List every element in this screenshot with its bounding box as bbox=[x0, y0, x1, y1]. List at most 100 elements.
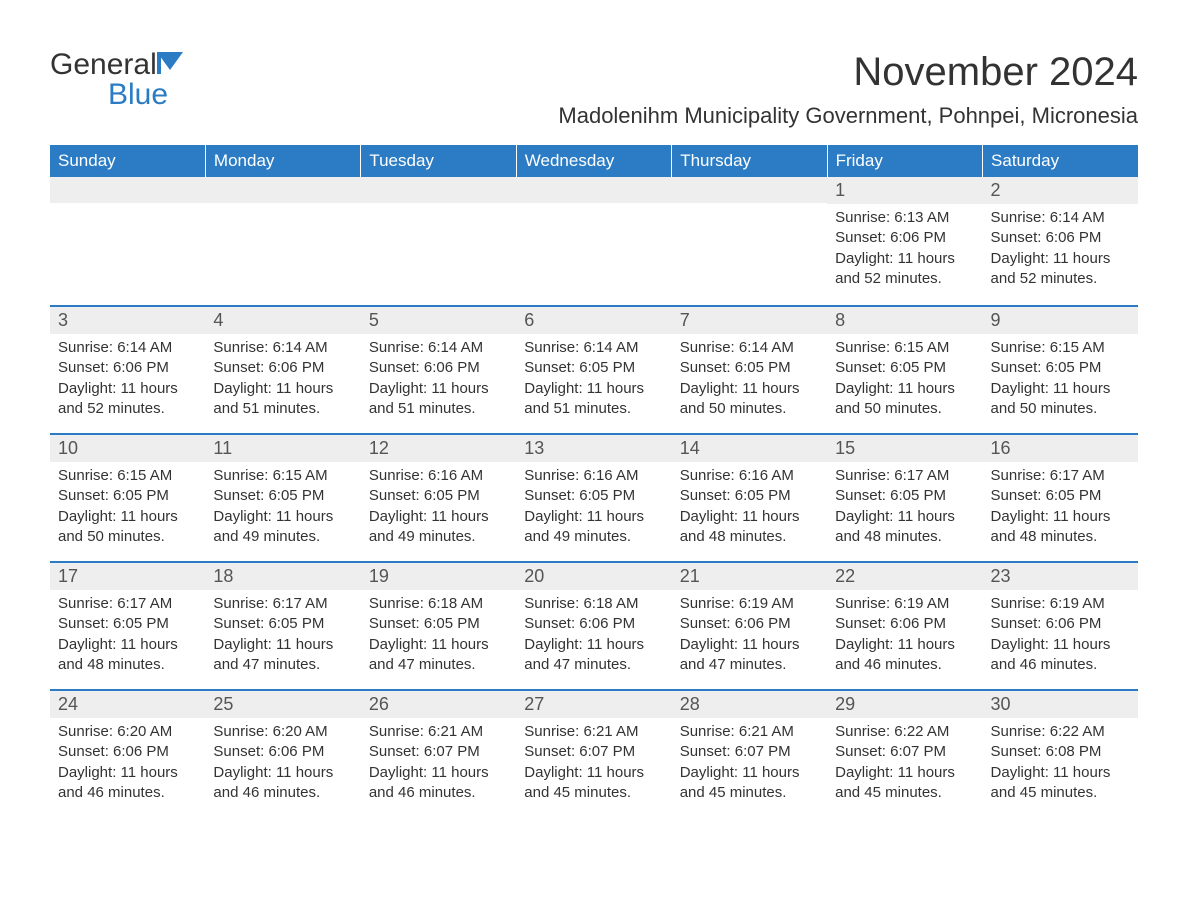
sunset-text: Sunset: 6:05 PM bbox=[524, 486, 663, 506]
brand-logo: General Blue bbox=[50, 50, 183, 110]
sunrise-text: Sunrise: 6:16 AM bbox=[524, 466, 663, 486]
sunset-text: Sunset: 6:05 PM bbox=[991, 486, 1130, 506]
location-subtitle: Madolenihm Municipality Government, Pohn… bbox=[558, 103, 1138, 129]
day-details: Sunrise: 6:21 AMSunset: 6:07 PMDaylight:… bbox=[516, 718, 671, 809]
month-title: November 2024 bbox=[558, 50, 1138, 95]
sunrise-text: Sunrise: 6:22 AM bbox=[991, 722, 1130, 742]
day-number: 1 bbox=[827, 177, 982, 204]
day-number: 28 bbox=[672, 689, 827, 718]
daylight-text: Daylight: 11 hours and 46 minutes. bbox=[369, 763, 508, 804]
day-number: 23 bbox=[983, 561, 1138, 590]
daylight-text: Daylight: 11 hours and 45 minutes. bbox=[680, 763, 819, 804]
calendar-week-row: 17Sunrise: 6:17 AMSunset: 6:05 PMDayligh… bbox=[50, 561, 1138, 689]
sunrise-text: Sunrise: 6:17 AM bbox=[835, 466, 974, 486]
title-block: November 2024 Madolenihm Municipality Go… bbox=[558, 50, 1138, 141]
daylight-text: Daylight: 11 hours and 50 minutes. bbox=[835, 379, 974, 420]
sunrise-text: Sunrise: 6:14 AM bbox=[680, 338, 819, 358]
sunset-text: Sunset: 6:05 PM bbox=[369, 486, 508, 506]
daylight-text: Daylight: 11 hours and 49 minutes. bbox=[524, 507, 663, 548]
calendar-cell: 23Sunrise: 6:19 AMSunset: 6:06 PMDayligh… bbox=[983, 561, 1138, 689]
calendar-cell: 1Sunrise: 6:13 AMSunset: 6:06 PMDaylight… bbox=[827, 177, 982, 305]
brand-name-1: General bbox=[50, 48, 157, 81]
calendar-cell: 18Sunrise: 6:17 AMSunset: 6:05 PMDayligh… bbox=[205, 561, 360, 689]
day-details: Sunrise: 6:22 AMSunset: 6:08 PMDaylight:… bbox=[983, 718, 1138, 809]
daylight-text: Daylight: 11 hours and 46 minutes. bbox=[991, 635, 1130, 676]
page-header: General Blue November 2024 Madolenihm Mu… bbox=[50, 50, 1138, 141]
day-number: 16 bbox=[983, 433, 1138, 462]
daylight-text: Daylight: 11 hours and 49 minutes. bbox=[369, 507, 508, 548]
day-number-empty bbox=[672, 177, 827, 203]
sunset-text: Sunset: 6:05 PM bbox=[991, 358, 1130, 378]
sunrise-text: Sunrise: 6:19 AM bbox=[991, 594, 1130, 614]
daylight-text: Daylight: 11 hours and 48 minutes. bbox=[991, 507, 1130, 548]
daylight-text: Daylight: 11 hours and 47 minutes. bbox=[524, 635, 663, 676]
calendar-cell bbox=[50, 177, 205, 305]
day-details: Sunrise: 6:19 AMSunset: 6:06 PMDaylight:… bbox=[672, 590, 827, 681]
daylight-text: Daylight: 11 hours and 45 minutes. bbox=[524, 763, 663, 804]
daylight-text: Daylight: 11 hours and 48 minutes. bbox=[58, 635, 197, 676]
weekday-header: Tuesday bbox=[361, 145, 516, 177]
calendar-table: SundayMondayTuesdayWednesdayThursdayFrid… bbox=[50, 145, 1138, 817]
day-number: 10 bbox=[50, 433, 205, 462]
day-details: Sunrise: 6:14 AMSunset: 6:05 PMDaylight:… bbox=[516, 334, 671, 425]
weekday-header: Thursday bbox=[672, 145, 827, 177]
calendar-cell: 2Sunrise: 6:14 AMSunset: 6:06 PMDaylight… bbox=[983, 177, 1138, 305]
day-details: Sunrise: 6:16 AMSunset: 6:05 PMDaylight:… bbox=[672, 462, 827, 553]
day-details: Sunrise: 6:14 AMSunset: 6:06 PMDaylight:… bbox=[205, 334, 360, 425]
sunrise-text: Sunrise: 6:14 AM bbox=[524, 338, 663, 358]
day-details: Sunrise: 6:15 AMSunset: 6:05 PMDaylight:… bbox=[50, 462, 205, 553]
day-number-empty bbox=[205, 177, 360, 203]
sunrise-text: Sunrise: 6:15 AM bbox=[58, 466, 197, 486]
sunrise-text: Sunrise: 6:15 AM bbox=[213, 466, 352, 486]
day-number: 5 bbox=[361, 305, 516, 334]
sunset-text: Sunset: 6:06 PM bbox=[835, 228, 974, 248]
sunrise-text: Sunrise: 6:13 AM bbox=[835, 208, 974, 228]
calendar-week-row: 3Sunrise: 6:14 AMSunset: 6:06 PMDaylight… bbox=[50, 305, 1138, 433]
day-details: Sunrise: 6:15 AMSunset: 6:05 PMDaylight:… bbox=[827, 334, 982, 425]
daylight-text: Daylight: 11 hours and 47 minutes. bbox=[369, 635, 508, 676]
day-number: 25 bbox=[205, 689, 360, 718]
day-number-empty bbox=[361, 177, 516, 203]
sunrise-text: Sunrise: 6:18 AM bbox=[524, 594, 663, 614]
day-details: Sunrise: 6:13 AMSunset: 6:06 PMDaylight:… bbox=[827, 204, 982, 295]
sunset-text: Sunset: 6:06 PM bbox=[213, 742, 352, 762]
daylight-text: Daylight: 11 hours and 47 minutes. bbox=[213, 635, 352, 676]
sunset-text: Sunset: 6:05 PM bbox=[58, 614, 197, 634]
sunrise-text: Sunrise: 6:21 AM bbox=[680, 722, 819, 742]
sunset-text: Sunset: 6:05 PM bbox=[213, 614, 352, 634]
day-details: Sunrise: 6:17 AMSunset: 6:05 PMDaylight:… bbox=[205, 590, 360, 681]
calendar-cell: 4Sunrise: 6:14 AMSunset: 6:06 PMDaylight… bbox=[205, 305, 360, 433]
daylight-text: Daylight: 11 hours and 51 minutes. bbox=[524, 379, 663, 420]
daylight-text: Daylight: 11 hours and 51 minutes. bbox=[369, 379, 508, 420]
sunset-text: Sunset: 6:08 PM bbox=[991, 742, 1130, 762]
day-number: 22 bbox=[827, 561, 982, 590]
day-details: Sunrise: 6:14 AMSunset: 6:06 PMDaylight:… bbox=[50, 334, 205, 425]
sunset-text: Sunset: 6:06 PM bbox=[991, 228, 1130, 248]
day-number: 26 bbox=[361, 689, 516, 718]
day-number: 27 bbox=[516, 689, 671, 718]
calendar-cell: 11Sunrise: 6:15 AMSunset: 6:05 PMDayligh… bbox=[205, 433, 360, 561]
day-details: Sunrise: 6:14 AMSunset: 6:06 PMDaylight:… bbox=[361, 334, 516, 425]
sunrise-text: Sunrise: 6:21 AM bbox=[524, 722, 663, 742]
daylight-text: Daylight: 11 hours and 45 minutes. bbox=[991, 763, 1130, 804]
day-number: 13 bbox=[516, 433, 671, 462]
day-number: 14 bbox=[672, 433, 827, 462]
sunrise-text: Sunrise: 6:22 AM bbox=[835, 722, 974, 742]
sunrise-text: Sunrise: 6:19 AM bbox=[835, 594, 974, 614]
day-number: 3 bbox=[50, 305, 205, 334]
calendar-cell: 24Sunrise: 6:20 AMSunset: 6:06 PMDayligh… bbox=[50, 689, 205, 817]
calendar-cell: 5Sunrise: 6:14 AMSunset: 6:06 PMDaylight… bbox=[361, 305, 516, 433]
calendar-cell: 22Sunrise: 6:19 AMSunset: 6:06 PMDayligh… bbox=[827, 561, 982, 689]
calendar-cell: 10Sunrise: 6:15 AMSunset: 6:05 PMDayligh… bbox=[50, 433, 205, 561]
day-number: 2 bbox=[983, 177, 1138, 204]
sunrise-text: Sunrise: 6:17 AM bbox=[991, 466, 1130, 486]
calendar-header-row: SundayMondayTuesdayWednesdayThursdayFrid… bbox=[50, 145, 1138, 177]
calendar-cell: 17Sunrise: 6:17 AMSunset: 6:05 PMDayligh… bbox=[50, 561, 205, 689]
sunrise-text: Sunrise: 6:20 AM bbox=[58, 722, 197, 742]
day-details: Sunrise: 6:17 AMSunset: 6:05 PMDaylight:… bbox=[983, 462, 1138, 553]
sunset-text: Sunset: 6:06 PM bbox=[524, 614, 663, 634]
day-details: Sunrise: 6:16 AMSunset: 6:05 PMDaylight:… bbox=[516, 462, 671, 553]
calendar-week-row: 1Sunrise: 6:13 AMSunset: 6:06 PMDaylight… bbox=[50, 177, 1138, 305]
sunrise-text: Sunrise: 6:17 AM bbox=[213, 594, 352, 614]
sunrise-text: Sunrise: 6:15 AM bbox=[991, 338, 1130, 358]
